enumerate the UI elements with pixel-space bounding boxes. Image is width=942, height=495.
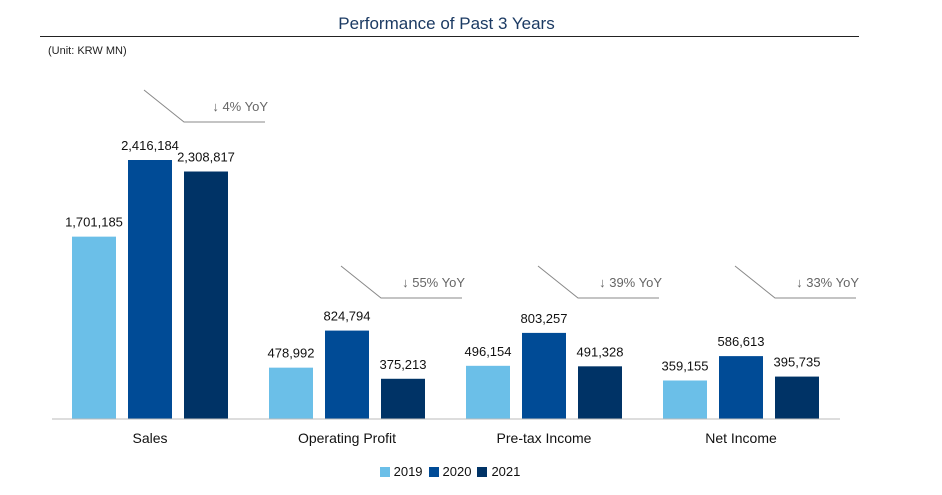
- yoy-callout-line: [734, 265, 856, 299]
- value-label: 496,154: [465, 344, 512, 359]
- category-label: Operating Profit: [298, 430, 396, 446]
- bar-2019-1: [269, 367, 313, 419]
- bar-2020-3: [719, 356, 763, 419]
- bars-group: [72, 160, 819, 419]
- legend-item-2021: 2021: [477, 464, 520, 479]
- value-label: 1,701,185: [65, 215, 123, 230]
- legend: 2019 2020 2021: [0, 464, 900, 479]
- yoy-annotation: ↓ 33% YoY: [796, 275, 859, 290]
- value-label: 2,416,184: [121, 138, 179, 153]
- yoy-annotations-group: ↓ 4% YoY ↓ 55% YoY ↓ 39% YoY ↓ 33% YoY: [143, 89, 859, 299]
- bar-2019-3: [663, 380, 707, 419]
- legend-swatch: [428, 467, 439, 477]
- bar-2019-0: [72, 236, 116, 419]
- category-label: Net Income: [705, 430, 777, 446]
- chart-title: Performance of Past 3 Years: [338, 14, 555, 33]
- value-label: 491,328: [577, 344, 624, 359]
- category-labels-group: Sales Operating Profit Pre-tax Income Net I…: [132, 430, 777, 446]
- unit-note: (Unit: KRW MN): [48, 45, 127, 57]
- legend-label: 2020: [442, 464, 472, 479]
- value-label: 2,308,817: [177, 150, 235, 165]
- legend-swatch: [379, 467, 390, 477]
- legend-label: 2021: [491, 464, 521, 479]
- category-label: Pre-tax Income: [497, 430, 592, 446]
- value-label: 359,155: [662, 359, 709, 374]
- value-label: 478,992: [268, 346, 315, 361]
- yoy-annotation: ↓ 55% YoY: [402, 275, 465, 290]
- bar-2019-2: [466, 365, 510, 419]
- value-label: 395,735: [774, 355, 821, 370]
- bar-2021-0: [184, 171, 228, 419]
- value-label: 375,213: [380, 357, 427, 372]
- yoy-callout-line: [537, 265, 659, 299]
- value-label: 803,257: [521, 311, 568, 326]
- category-label: Sales: [132, 430, 167, 446]
- bar-2021-3: [775, 376, 819, 419]
- bar-2020-2: [522, 332, 566, 419]
- yoy-annotation: ↓ 4% YoY: [212, 99, 268, 114]
- bar-2020-0: [128, 160, 172, 419]
- bar-2021-1: [381, 378, 425, 419]
- yoy-callout-line: [340, 265, 462, 299]
- yoy-callout-line: [143, 89, 265, 123]
- bar-2020-1: [325, 330, 369, 419]
- title-divider: [40, 36, 859, 37]
- legend-item-2020: 2020: [428, 464, 472, 479]
- yoy-annotation: ↓ 39% YoY: [599, 275, 662, 290]
- bar-2021-2: [578, 366, 622, 419]
- value-label: 586,613: [718, 334, 765, 349]
- legend-swatch: [477, 467, 488, 477]
- legend-item-2019: 2019: [379, 464, 423, 479]
- legend-label: 2019: [393, 464, 423, 479]
- value-label: 824,794: [324, 309, 371, 324]
